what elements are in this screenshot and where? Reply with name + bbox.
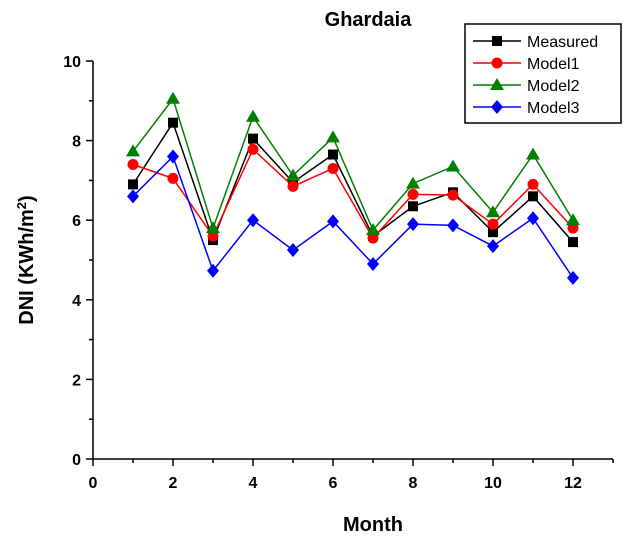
data-point-model2 — [286, 168, 300, 181]
data-point-model3 — [247, 213, 259, 228]
series-line-measured — [132, 120, 574, 243]
legend-marker-measured — [492, 36, 502, 46]
x-tick-label: 10 — [484, 475, 502, 492]
legend: Measured Model1 Model2 Model3 — [464, 23, 622, 124]
data-point-model1 — [407, 188, 419, 200]
data-point-model3 — [567, 270, 579, 285]
data-point-measured — [568, 237, 578, 248]
x-tick-label: 8 — [409, 475, 418, 492]
y-axis-label-close: ) — [16, 195, 38, 202]
data-point-model1 — [207, 230, 219, 242]
data-point-measured — [408, 201, 418, 212]
data-point-model1 — [247, 143, 259, 155]
x-tick-label: 2 — [169, 475, 178, 492]
legend-marker-model1 — [491, 57, 503, 69]
series-line-model1 — [132, 148, 574, 240]
data-point-model3 — [527, 211, 539, 226]
y-tick-label: 6 — [72, 213, 81, 230]
series-line-model2 — [132, 97, 574, 232]
data-point-model3 — [487, 239, 499, 254]
data-point-model1 — [127, 158, 139, 170]
y-tick-label: 10 — [63, 54, 81, 71]
data-point-measured — [168, 117, 178, 128]
data-point-model1 — [367, 232, 379, 244]
series-model1 — [127, 143, 579, 244]
data-point-measured — [248, 133, 258, 144]
y-tick-label: 4 — [72, 293, 81, 310]
data-point-model1 — [487, 218, 499, 230]
data-point-measured — [328, 149, 338, 160]
data-point-model1 — [447, 189, 459, 201]
data-point-model2 — [246, 109, 260, 122]
axes: 0 2 4 6 8 10 12 0 2 4 6 8 10 — [63, 54, 614, 492]
data-point-model3 — [207, 263, 219, 278]
data-point-model1 — [527, 178, 539, 190]
data-point-model2 — [446, 159, 460, 172]
legend-marker-model3 — [491, 100, 503, 114]
data-point-model3 — [367, 256, 379, 271]
x-tick-label: 4 — [249, 475, 258, 492]
series-model2 — [126, 91, 580, 236]
legend-label-model1: Model1 — [527, 56, 580, 73]
data-point-model2 — [486, 205, 500, 218]
y-axis-label-main: DNI (KWh/m — [16, 209, 38, 325]
legend-label-model3: Model3 — [527, 100, 580, 117]
data-point-model2 — [526, 147, 540, 160]
data-point-model3 — [327, 214, 339, 229]
y-tick-label: 2 — [72, 372, 81, 389]
series-model3 — [127, 149, 579, 285]
data-point-model3 — [167, 149, 179, 164]
data-point-model2 — [406, 176, 420, 189]
data-point-model2 — [566, 213, 580, 226]
x-axis-label: Month — [343, 514, 403, 536]
legend-label-measured: Measured — [527, 34, 598, 51]
data-point-model3 — [447, 218, 459, 233]
data-point-model2 — [166, 91, 180, 104]
series-line-model3 — [132, 155, 574, 279]
chart-title: Ghardaia — [325, 9, 413, 31]
data-point-model1 — [167, 172, 179, 184]
series-layer — [126, 91, 580, 285]
data-point-measured — [128, 179, 138, 190]
legend-label-model2: Model2 — [527, 78, 580, 95]
y-axis-label: DNI (KWh/m2) — [14, 195, 39, 324]
data-point-model3 — [407, 217, 419, 232]
data-point-model3 — [287, 243, 299, 258]
data-point-model1 — [287, 180, 299, 192]
data-point-model2 — [206, 221, 220, 234]
data-point-model2 — [326, 130, 340, 143]
data-point-model2 — [126, 144, 140, 157]
data-point-model2 — [366, 223, 380, 236]
x-tick-label: 6 — [329, 475, 338, 492]
data-point-model3 — [127, 189, 139, 204]
y-axis-label-superscript: 2 — [14, 202, 29, 209]
data-point-measured — [528, 191, 538, 202]
y-tick-label: 0 — [72, 452, 81, 469]
data-point-measured — [488, 227, 498, 238]
data-point-model1 — [567, 222, 579, 234]
data-point-model1 — [327, 162, 339, 174]
x-tick-label: 12 — [564, 475, 582, 492]
x-tick-label: 0 — [89, 475, 98, 492]
y-tick-label: 8 — [72, 134, 81, 151]
legend-marker-model2 — [490, 78, 504, 90]
